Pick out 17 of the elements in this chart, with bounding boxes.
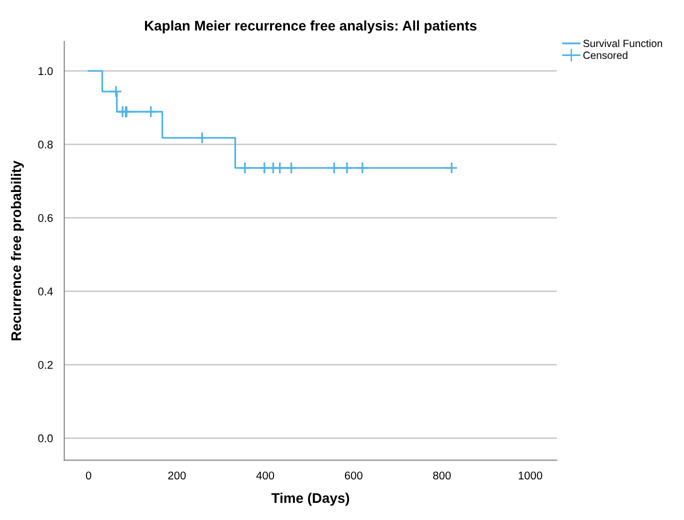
x-tick-label: 1000 [518,472,542,480]
x-tick-label: 800 [433,472,451,480]
y-tick-label: 0.4 [38,288,53,296]
chart-title: Kaplan Meier recurrence free analysis: All patients [145,20,476,34]
y-axis-title: Recurrence free probability [10,160,24,340]
x-tick-label: 0 [86,472,92,480]
x-axis-title: Time (Days) [271,492,350,506]
x-tick-label: 600 [344,472,362,480]
y-tick-label: 0.0 [38,434,53,442]
y-tick-label: 0.6 [38,214,53,222]
y-tick-label: 0.8 [38,140,53,149]
legend-label: Censored [583,51,628,59]
y-tick-label: 0.2 [38,360,53,369]
y-tick-label: 1.0 [38,67,53,76]
legend-label: Survival Function [583,39,662,48]
x-tick-label: 400 [256,472,274,480]
x-tick-label: 200 [168,472,186,480]
